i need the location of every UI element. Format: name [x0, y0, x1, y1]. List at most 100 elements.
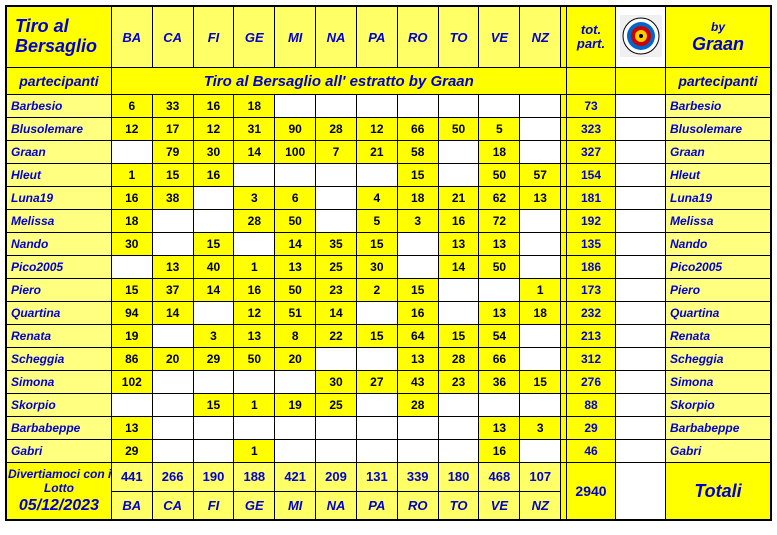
- score-cell: [152, 371, 193, 394]
- score-cell: [152, 440, 193, 463]
- blank2: [616, 68, 666, 95]
- score-cell: [152, 325, 193, 348]
- score-cell: [397, 256, 438, 279]
- col-head-ba: BA: [111, 7, 152, 68]
- score-cell: [356, 302, 397, 325]
- score-cell: 15: [152, 164, 193, 187]
- footer-col-head: BA: [111, 491, 152, 520]
- col-head-fi: FI: [193, 7, 234, 68]
- score-cell: [193, 302, 234, 325]
- score-cell: 14: [275, 233, 316, 256]
- score-cell: 12: [193, 118, 234, 141]
- score-cell: 1: [111, 164, 152, 187]
- score-cell: 50: [275, 279, 316, 302]
- player-name: Gabri: [7, 440, 112, 463]
- player-name-right: Hleut: [666, 164, 771, 187]
- blank: [616, 302, 666, 325]
- score-cell: 29: [111, 440, 152, 463]
- score-cell: 100: [275, 141, 316, 164]
- score-cell: 6: [275, 187, 316, 210]
- score-cell: 27: [356, 371, 397, 394]
- score-cell: 86: [111, 348, 152, 371]
- player-name: Simona: [7, 371, 112, 394]
- col-total: 339: [397, 463, 438, 492]
- player-name-right: Melissa: [666, 210, 771, 233]
- score-cell: [275, 164, 316, 187]
- score-cell: 25: [316, 394, 357, 417]
- score-cell: [438, 95, 479, 118]
- player-name-right: Quartina: [666, 302, 771, 325]
- score-cell: 51: [275, 302, 316, 325]
- score-cell: 94: [111, 302, 152, 325]
- score-cell: 64: [397, 325, 438, 348]
- score-cell: 66: [479, 348, 520, 371]
- score-cell: 16: [397, 302, 438, 325]
- player-name: Renata: [7, 325, 112, 348]
- score-cell: [234, 233, 275, 256]
- score-cell: [397, 417, 438, 440]
- footer-col-head: GE: [234, 491, 275, 520]
- score-cell: [234, 164, 275, 187]
- footer-col-head: TO: [438, 491, 479, 520]
- row-total: 276: [566, 371, 616, 394]
- score-cell: 2: [356, 279, 397, 302]
- score-cell: 3: [193, 325, 234, 348]
- score-cell: 15: [397, 279, 438, 302]
- score-cell: [356, 394, 397, 417]
- footer-col-head: MI: [275, 491, 316, 520]
- blank: [616, 187, 666, 210]
- score-cell: 29: [193, 348, 234, 371]
- footer-col-head: NZ: [520, 491, 561, 520]
- score-cell: [520, 348, 561, 371]
- score-cell: 18: [520, 302, 561, 325]
- player-name: Skorpio: [7, 394, 112, 417]
- score-cell: 30: [111, 233, 152, 256]
- player-name: Barbabeppe: [7, 417, 112, 440]
- score-cell: 3: [397, 210, 438, 233]
- blank: [616, 256, 666, 279]
- player-name-right: Luna19: [666, 187, 771, 210]
- score-cell: 54: [479, 325, 520, 348]
- score-cell: 50: [234, 348, 275, 371]
- row-total: 312: [566, 348, 616, 371]
- score-cell: [438, 394, 479, 417]
- row-total: 213: [566, 325, 616, 348]
- score-cell: [316, 187, 357, 210]
- score-cell: 13: [438, 233, 479, 256]
- score-cell: 13: [111, 417, 152, 440]
- score-cell: [397, 233, 438, 256]
- footer-col-head: PA: [356, 491, 397, 520]
- score-cell: [316, 440, 357, 463]
- row-total: 323: [566, 118, 616, 141]
- score-table: Tiro alBersaglioBACAFIGEMINAPAROTOVENZto…: [5, 5, 772, 521]
- score-cell: 18: [234, 95, 275, 118]
- score-cell: 1: [234, 394, 275, 417]
- col-total: 209: [316, 463, 357, 492]
- player-name: Piero: [7, 279, 112, 302]
- score-cell: 20: [152, 348, 193, 371]
- score-cell: 28: [234, 210, 275, 233]
- col-head-na: NA: [316, 7, 357, 68]
- score-cell: 22: [316, 325, 357, 348]
- player-name: Scheggia: [7, 348, 112, 371]
- score-cell: 13: [479, 417, 520, 440]
- score-cell: 13: [234, 325, 275, 348]
- score-cell: 15: [193, 233, 234, 256]
- score-cell: [193, 440, 234, 463]
- score-cell: 12: [356, 118, 397, 141]
- score-cell: 8: [275, 325, 316, 348]
- score-cell: [438, 302, 479, 325]
- score-cell: [438, 164, 479, 187]
- score-cell: [356, 95, 397, 118]
- score-cell: 66: [397, 118, 438, 141]
- col-head-mi: MI: [275, 7, 316, 68]
- row-total: 232: [566, 302, 616, 325]
- blank: [616, 141, 666, 164]
- score-cell: 17: [152, 118, 193, 141]
- target-icon: [616, 7, 666, 68]
- score-cell: 31: [234, 118, 275, 141]
- blank: [616, 463, 666, 520]
- score-cell: [111, 394, 152, 417]
- col-head-pa: PA: [356, 7, 397, 68]
- score-cell: 28: [397, 394, 438, 417]
